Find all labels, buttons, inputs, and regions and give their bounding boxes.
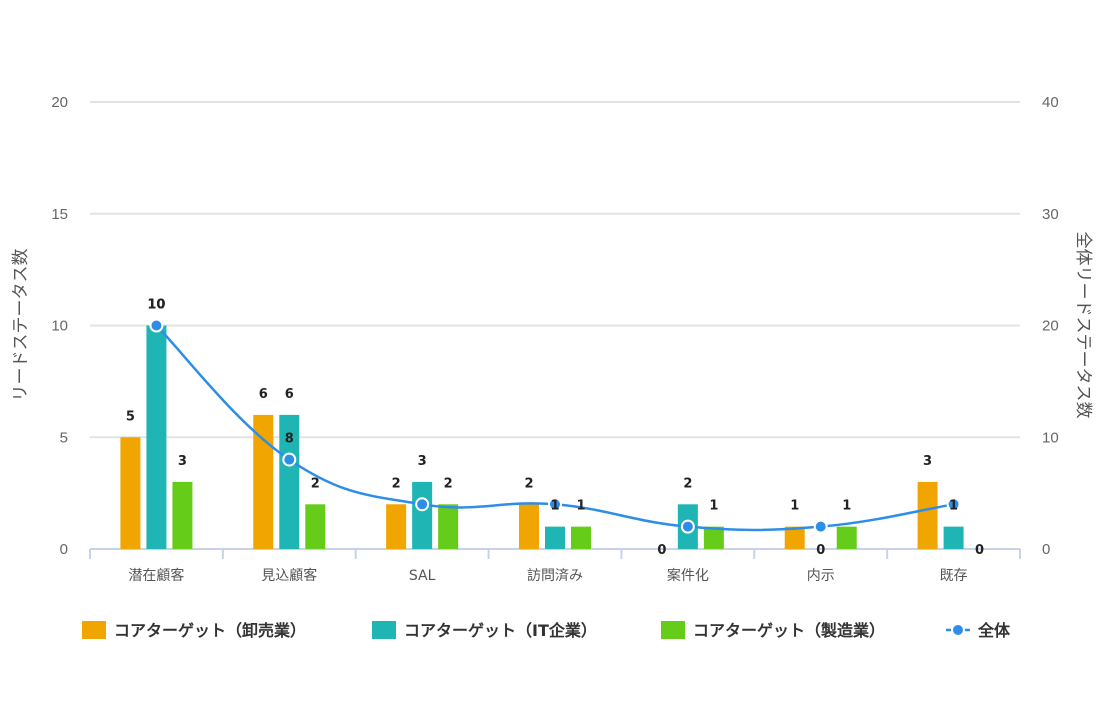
total-point (813, 519, 828, 534)
right-axis-title: 全体リードステータス数 (1073, 232, 1093, 419)
category-label: 訪問済み (527, 568, 583, 584)
legend-label: コアターゲット（IT企業） (404, 621, 597, 640)
bar (172, 481, 193, 549)
bar-value-label: 1 (576, 499, 585, 514)
bar-value-label: 2 (683, 476, 692, 491)
bar (253, 414, 274, 549)
category-labels: 潜在顧客 見込顧客 SAL 訪問済み 案件化 内示 既存 (128, 567, 967, 584)
bar-value-label: 3 (923, 454, 932, 469)
legend[interactable]: コアターゲット（卸売業） コアターゲット（IT企業） コアターゲット（製造業） 全体 (82, 621, 1011, 640)
right-tick-label: 20 (1042, 318, 1059, 335)
legend-label: コアターゲット（製造業） (693, 621, 885, 640)
total-point (149, 318, 164, 333)
total-point (946, 497, 961, 512)
legend-label: 全体 (977, 621, 1011, 640)
bar-value-label: 6 (259, 387, 268, 402)
bar-value-label: 3 (178, 454, 187, 469)
right-axis-ticks: 0 10 20 30 40 (1042, 94, 1059, 558)
bar (438, 504, 459, 549)
bar (146, 325, 167, 549)
bar (305, 504, 326, 549)
legend-item[interactable]: 全体 (946, 621, 1011, 640)
bar (279, 414, 300, 549)
left-tick-label: 0 (60, 541, 68, 558)
bar-value-label: 2 (392, 476, 401, 491)
legend-label: コアターゲット（卸売業） (114, 621, 306, 640)
legend-item[interactable]: コアターゲット（IT企業） (372, 621, 597, 640)
left-axis-title: リードステータス数 (11, 249, 31, 402)
left-tick-label: 5 (60, 429, 68, 446)
bar-value-label: 1 (709, 499, 718, 514)
point-value-label: 0 (975, 543, 984, 558)
total-point (680, 519, 695, 534)
bar (943, 526, 964, 549)
legend-item[interactable]: コアターゲット（卸売業） (82, 621, 306, 640)
bar-value-label: 1 (790, 499, 799, 514)
right-tick-label: 10 (1042, 429, 1059, 446)
bar (386, 504, 407, 549)
total-point (415, 497, 430, 512)
left-tick-label: 20 (51, 94, 68, 111)
bar-value-label: 2 (524, 476, 533, 491)
bar-value-label: 1 (842, 499, 851, 514)
category-label: SAL (409, 568, 436, 584)
legend-item[interactable]: コアターゲット（製造業） (661, 621, 885, 640)
bar-value-label: 2 (311, 476, 320, 491)
bar-value-label: 1 (550, 499, 559, 514)
category-label: 見込顧客 (261, 567, 317, 584)
legend-swatch (82, 621, 106, 639)
point-value-label: 0 (657, 543, 666, 558)
bar (571, 526, 591, 549)
bar (120, 437, 141, 549)
bar (703, 526, 724, 549)
category-label: 案件化 (667, 567, 709, 584)
left-axis-ticks: 0 5 10 15 20 (51, 94, 68, 558)
right-tick-label: 30 (1042, 206, 1059, 223)
bar-value-label: 1 (949, 499, 958, 514)
legend-swatch (661, 621, 685, 639)
bar-value-label: 6 (285, 387, 294, 402)
bar (545, 526, 565, 549)
gridlines (90, 101, 1020, 439)
bar-value-label: 3 (418, 454, 427, 469)
bar-value-label: 10 (147, 298, 165, 313)
bar (784, 526, 805, 549)
right-tick-label: 40 (1042, 94, 1059, 111)
bar-value-label: 5 (126, 409, 135, 424)
category-label: 既存 (940, 568, 968, 584)
total-point (282, 452, 297, 467)
bars (120, 325, 964, 549)
bar (836, 526, 857, 549)
bar-value-label: 2 (444, 476, 453, 491)
point-value-label: 0 (816, 543, 825, 558)
bar (519, 504, 539, 549)
bar (412, 481, 433, 549)
legend-swatch (372, 621, 396, 639)
category-tick-marks (89, 549, 1021, 559)
point-value-label: 8 (285, 432, 294, 447)
total-point (548, 497, 562, 512)
left-tick-label: 10 (51, 318, 68, 335)
bar (917, 481, 938, 549)
point-value-label: 10 (147, 298, 165, 313)
total-line-layer (149, 318, 961, 534)
category-label: 内示 (807, 568, 835, 584)
category-label: 潜在顧客 (128, 567, 184, 584)
left-tick-label: 15 (51, 206, 68, 223)
legend-marker (951, 623, 965, 637)
right-tick-label: 0 (1042, 541, 1050, 558)
